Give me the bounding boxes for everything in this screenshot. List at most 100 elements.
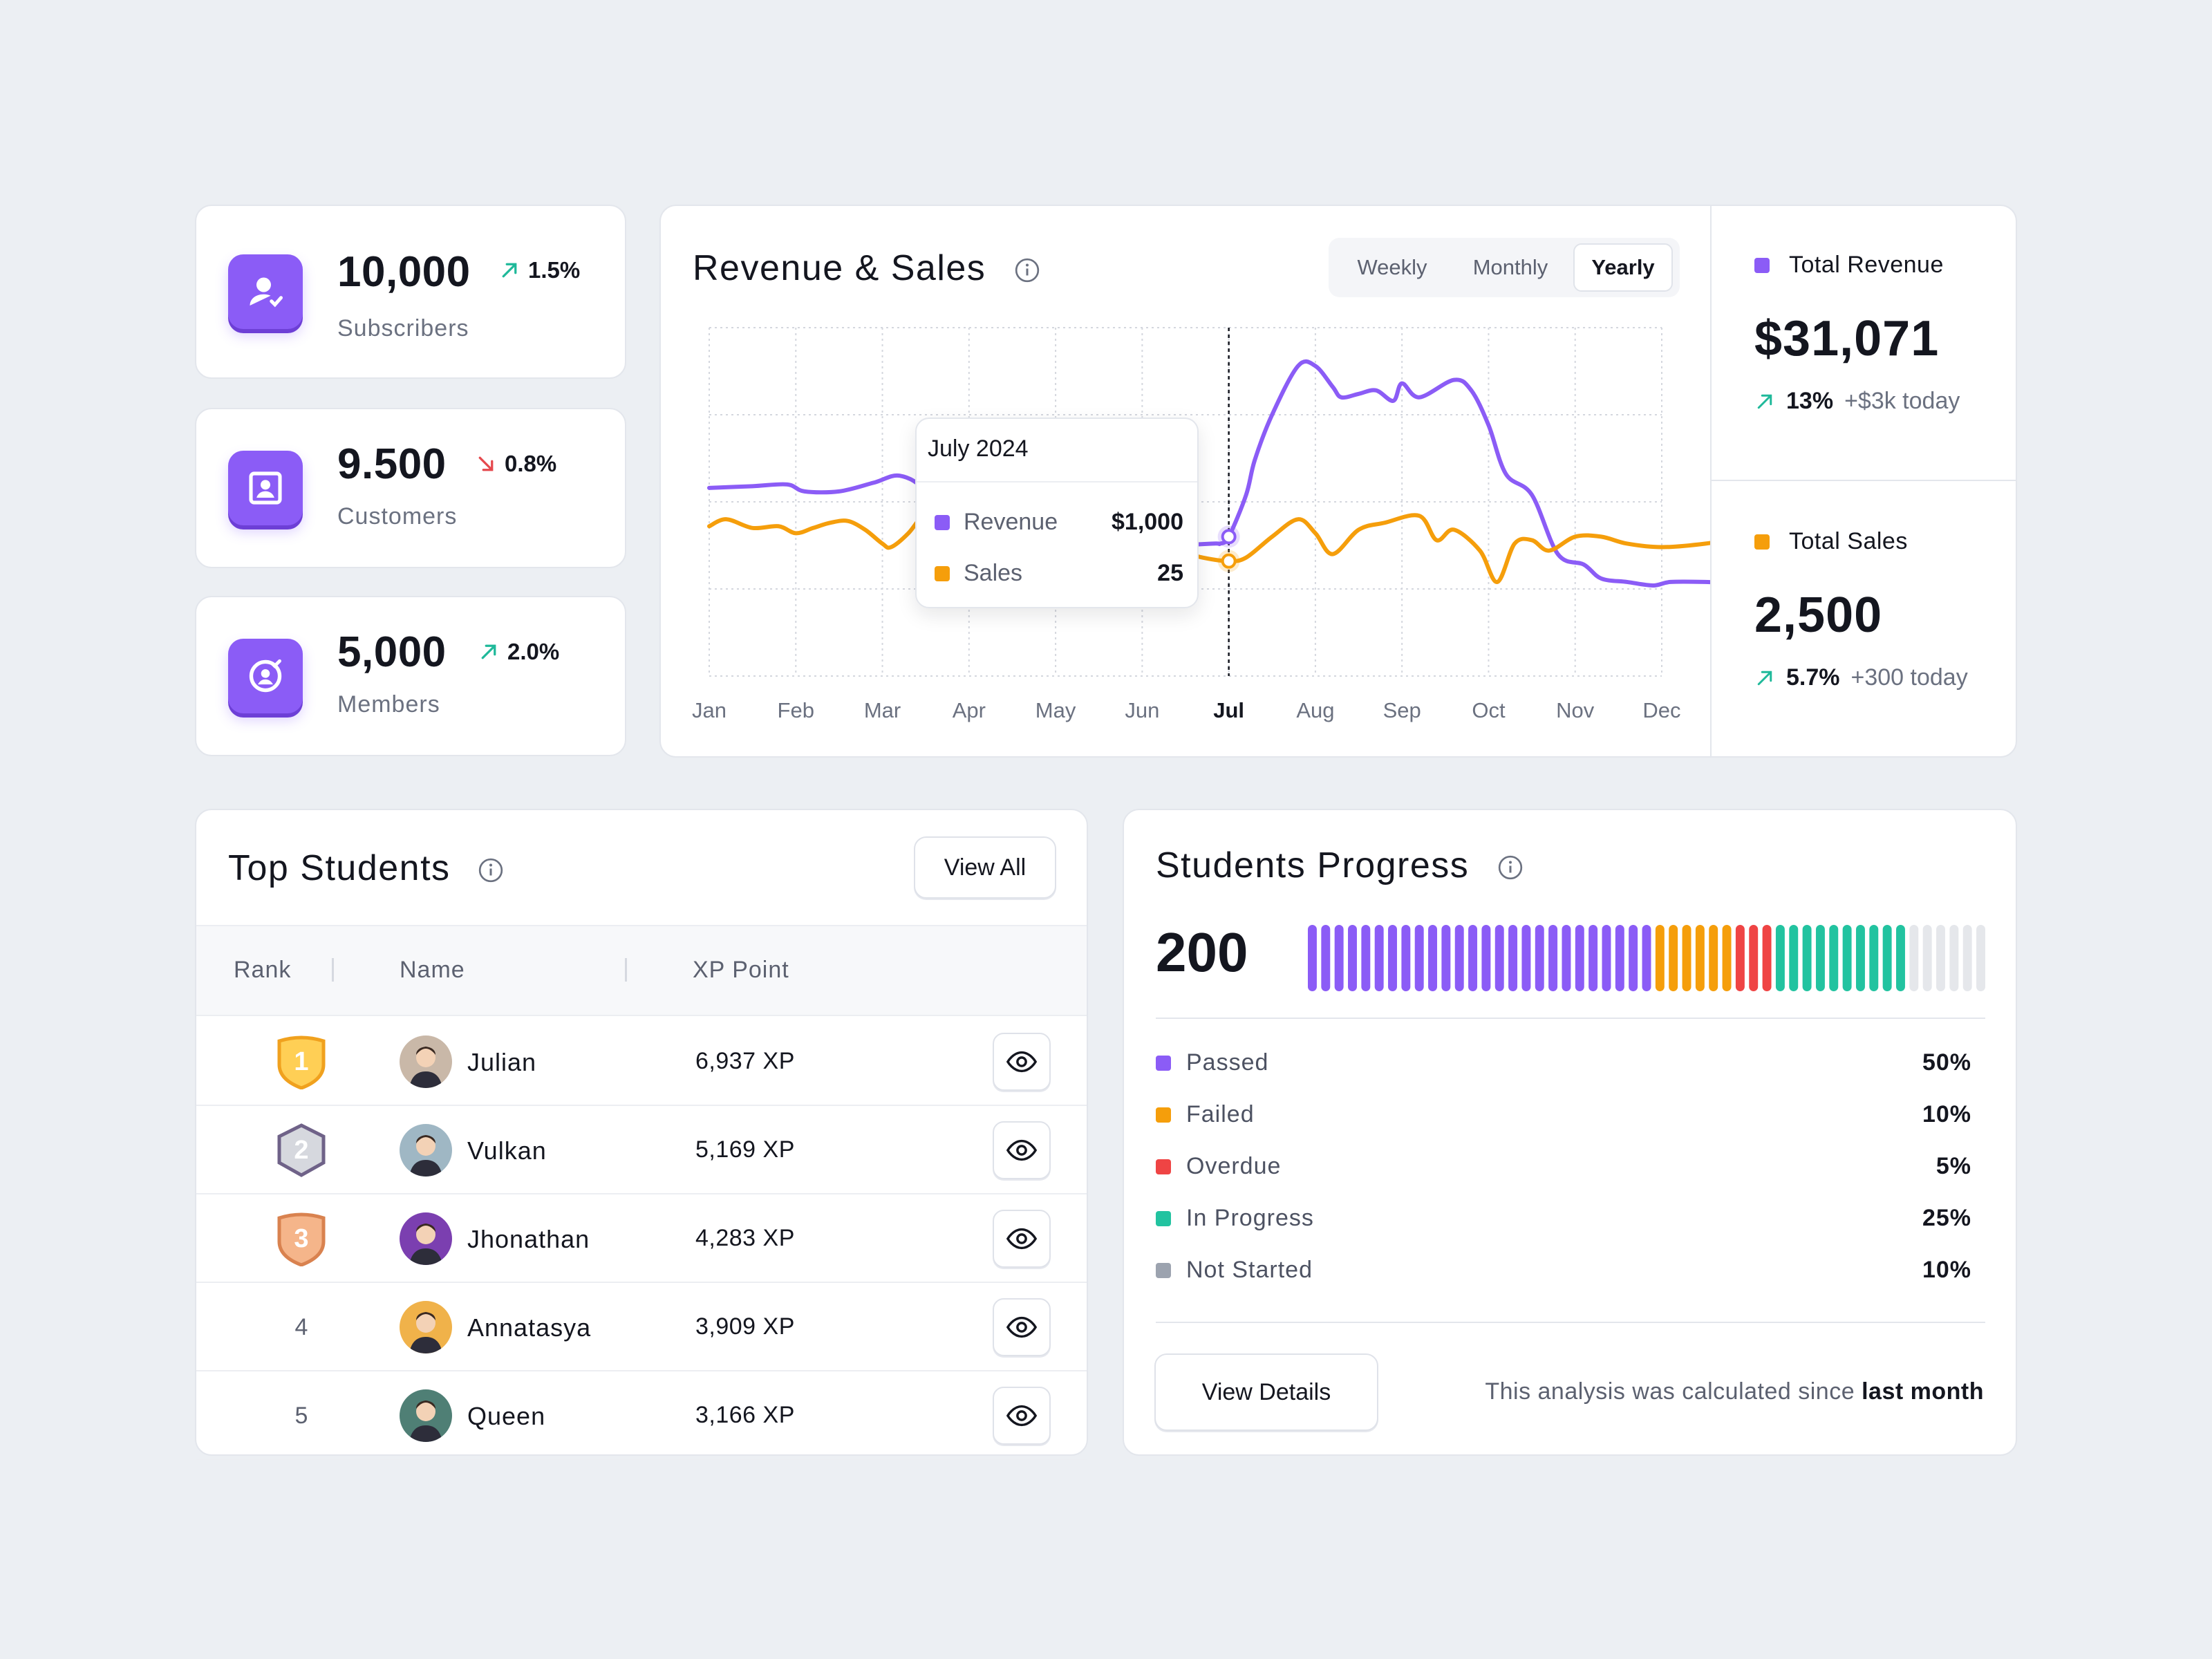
progress-bar-passed <box>1642 925 1651 991</box>
legend-swatch <box>1156 1262 1171 1278</box>
table-header: Rank Name XP Point <box>196 925 1087 1016</box>
view-all-button[interactable]: View All <box>914 836 1056 899</box>
legend-value: 5% <box>1936 1153 1971 1179</box>
progress-title-text: Students Progress <box>1156 845 1470 885</box>
legend-item-passed: Passed 50% <box>1156 1049 1971 1076</box>
student-xp: 6,937 XP <box>695 1048 795 1074</box>
total-label: Total Sales <box>1789 528 1908 554</box>
user-check-icon <box>228 254 303 329</box>
stat-card-members: 5,000 2.0% Members <box>195 596 626 756</box>
stat-delta-value: 1.5% <box>528 257 581 283</box>
table-row: 3 Jhonathan 4,283 XP <box>196 1194 1087 1283</box>
progress-bar-failed <box>1669 925 1678 991</box>
avatar <box>400 1301 452 1353</box>
top-students-title-text: Top Students <box>228 848 451 888</box>
info-icon[interactable] <box>1013 256 1041 284</box>
tab-monthly[interactable]: Monthly <box>1472 255 1548 279</box>
progress-bar-passed <box>1401 925 1411 991</box>
progress-title: Students Progress <box>1156 845 1524 886</box>
progress-bar-failed <box>1709 925 1718 991</box>
progress-bar-passed <box>1521 925 1531 991</box>
view-student-button[interactable] <box>993 1033 1051 1091</box>
revenue-sales-card: Jan Feb Mar Apr May Jun Jul Aug Sep Oct Nov Dec Rev… <box>659 205 2017 758</box>
progress-bar-passed <box>1334 925 1344 991</box>
x-tick-label: May <box>1035 698 1076 722</box>
chart-title-text: Revenue & Sales <box>693 248 986 288</box>
progress-bar-passed <box>1494 925 1504 991</box>
rank-badge-silver-icon: 2 <box>277 1123 326 1177</box>
progress-bar-in-progress <box>1882 925 1892 991</box>
total-value: $31,071 <box>1754 311 1940 366</box>
student-xp: 3,166 XP <box>695 1402 795 1428</box>
progress-bar-not-started <box>1936 925 1945 991</box>
progress-bar-passed <box>1361 925 1371 991</box>
stat-delta-value: 0.8% <box>505 451 557 476</box>
stat-value: 9.500 <box>337 440 447 488</box>
tooltip-title: July 2024 <box>928 435 1029 462</box>
legend-label: In Progress <box>1186 1205 1314 1231</box>
tooltip-label: Sales <box>964 560 1023 586</box>
info-icon[interactable] <box>477 856 505 884</box>
x-tick-label: Aug <box>1296 698 1334 722</box>
stat-delta: 0.8% <box>476 451 556 477</box>
portrait-icon <box>228 451 303 525</box>
legend-value: 25% <box>1922 1205 1971 1231</box>
view-student-button[interactable] <box>993 1387 1051 1445</box>
total-today: +300 today <box>1850 664 1968 691</box>
eye-icon <box>1006 1139 1038 1161</box>
column-rank: Rank <box>234 957 292 983</box>
progress-bar-in-progress <box>1855 925 1865 991</box>
x-tick-label: Mar <box>864 698 901 722</box>
target-user-icon <box>228 639 303 713</box>
progress-bar-passed <box>1441 925 1451 991</box>
svg-text:1: 1 <box>294 1047 308 1076</box>
progress-bar-in-progress <box>1789 925 1799 991</box>
analysis-note: This analysis was calculated since last … <box>1485 1378 1984 1405</box>
view-student-button[interactable] <box>993 1121 1051 1179</box>
progress-bar-in-progress <box>1775 925 1785 991</box>
eye-icon <box>1006 1051 1038 1073</box>
info-icon[interactable] <box>1497 854 1524 881</box>
progress-bar-in-progress <box>1815 925 1825 991</box>
tab-yearly[interactable]: Yearly <box>1573 243 1673 292</box>
student-xp: 5,169 XP <box>695 1136 795 1163</box>
progress-bar-failed <box>1655 925 1665 991</box>
progress-bar-not-started <box>1976 925 1985 991</box>
top-students-card: Top Students View All Rank Name XP Point… <box>195 809 1088 1460</box>
progress-bar-in-progress <box>1829 925 1839 991</box>
view-details-button[interactable]: View Details <box>1154 1353 1378 1431</box>
stat-label: Subscribers <box>337 315 469 341</box>
progress-bar-failed <box>1682 925 1691 991</box>
progress-bar-passed <box>1374 925 1384 991</box>
total-sales: Total Sales 2,500 5.7% +300 today <box>1754 528 1968 691</box>
progress-bar-overdue <box>1735 925 1745 991</box>
progress-bar-not-started <box>1922 925 1932 991</box>
column-xp: XP Point <box>693 957 789 983</box>
progress-bar-failed <box>1722 925 1732 991</box>
progress-bar-passed <box>1615 925 1624 991</box>
x-tick-label: Jul <box>1213 698 1244 722</box>
legend-swatch <box>1156 1210 1171 1226</box>
view-student-button[interactable] <box>993 1298 1051 1356</box>
stat-label: Members <box>337 691 440 718</box>
progress-bar-in-progress <box>1896 925 1905 991</box>
analysis-note-text: This analysis was calculated since <box>1485 1378 1855 1405</box>
progress-divider <box>1156 1322 1985 1323</box>
total-revenue: Total Revenue $31,071 13% +$3k today <box>1754 252 1960 415</box>
svg-text:3: 3 <box>294 1224 308 1253</box>
view-student-button[interactable] <box>993 1210 1051 1268</box>
progress-bar-passed <box>1348 925 1357 991</box>
eye-icon <box>1006 1405 1038 1427</box>
total-label: Total Revenue <box>1789 252 1944 278</box>
rank-badge-bronze-icon: 3 <box>277 1212 326 1266</box>
progress-divider <box>1156 1018 1985 1019</box>
table-row: 2 Vulkan 5,169 XP <box>196 1106 1087 1194</box>
progress-bar-passed <box>1428 925 1438 991</box>
tooltip-value: $1,000 <box>1112 509 1183 535</box>
legend-swatch <box>1156 1159 1171 1174</box>
tab-weekly[interactable]: Weekly <box>1357 255 1427 279</box>
progress-bar-passed <box>1468 925 1478 991</box>
tooltip-value: 25 <box>1157 560 1183 586</box>
progress-bar-passed <box>1575 925 1584 991</box>
stat-card-customers: 9.500 0.8% Customers <box>195 408 626 568</box>
